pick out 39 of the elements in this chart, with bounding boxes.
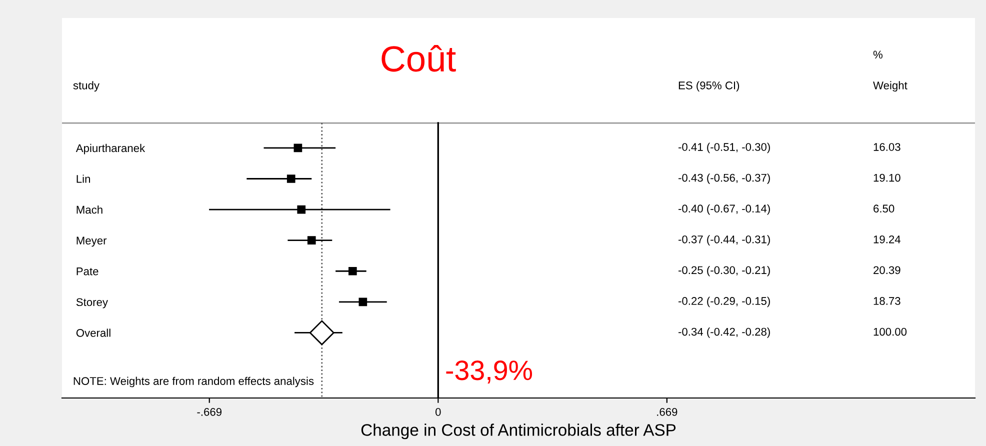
point: [309, 320, 334, 346]
y-tick-label: Mach: [76, 206, 102, 214]
x-axis-title: Change in Cost of Antimicrobials after ASP: [361, 424, 676, 440]
y-tick-label: Pate: [76, 268, 98, 276]
annotation: 19.10: [874, 174, 900, 182]
annotation: 18.73: [874, 297, 900, 305]
point: [307, 236, 316, 244]
point: [297, 205, 306, 214]
annotation: -0.40 (-0.67, -0.14): [678, 204, 770, 215]
x-tick-label: -.669: [197, 408, 222, 416]
y-tick-label: Storey: [76, 298, 108, 308]
annotation: -0.25 (-0.30, -0.21): [678, 266, 770, 276]
annotation: -0.22 (-0.29, -0.15): [678, 296, 770, 308]
text: ES (95% CI): [678, 81, 740, 92]
point: [348, 266, 357, 276]
y-tick-label: Meyer: [76, 236, 107, 247]
annotation: -0.37 (-0.44, -0.31): [678, 235, 770, 246]
text: %: [873, 50, 882, 59]
annotation: -0.43 (-0.56, -0.37): [678, 174, 770, 184]
text: study: [73, 81, 100, 92]
annotation: 20.39: [874, 266, 900, 274]
text: NOTE: Weights are from random effects analysis: [74, 376, 314, 388]
y-tick-label: Lin: [76, 174, 90, 183]
annotation: 19.24: [874, 235, 900, 244]
y-tick-label: Apiurtharanek: [76, 144, 146, 154]
annotation: 100.00: [874, 328, 907, 336]
annotation: 6.50: [874, 204, 894, 213]
annotation: -0.41 (-0.51, -0.30): [678, 142, 770, 154]
point: [294, 144, 302, 152]
x-tick-label: 0: [435, 408, 441, 416]
y-tick-label: Overall: [76, 328, 110, 337]
annotation: 16.03: [874, 143, 900, 151]
x-tick-label: .669: [657, 408, 678, 416]
point: [358, 298, 368, 306]
chart-title: Coût: [382, 45, 456, 72]
text: -33,9%: [446, 360, 532, 384]
point: [286, 174, 296, 183]
annotation: -0.34 (-0.42, -0.28): [678, 328, 770, 338]
text: Weight: [873, 81, 908, 92]
